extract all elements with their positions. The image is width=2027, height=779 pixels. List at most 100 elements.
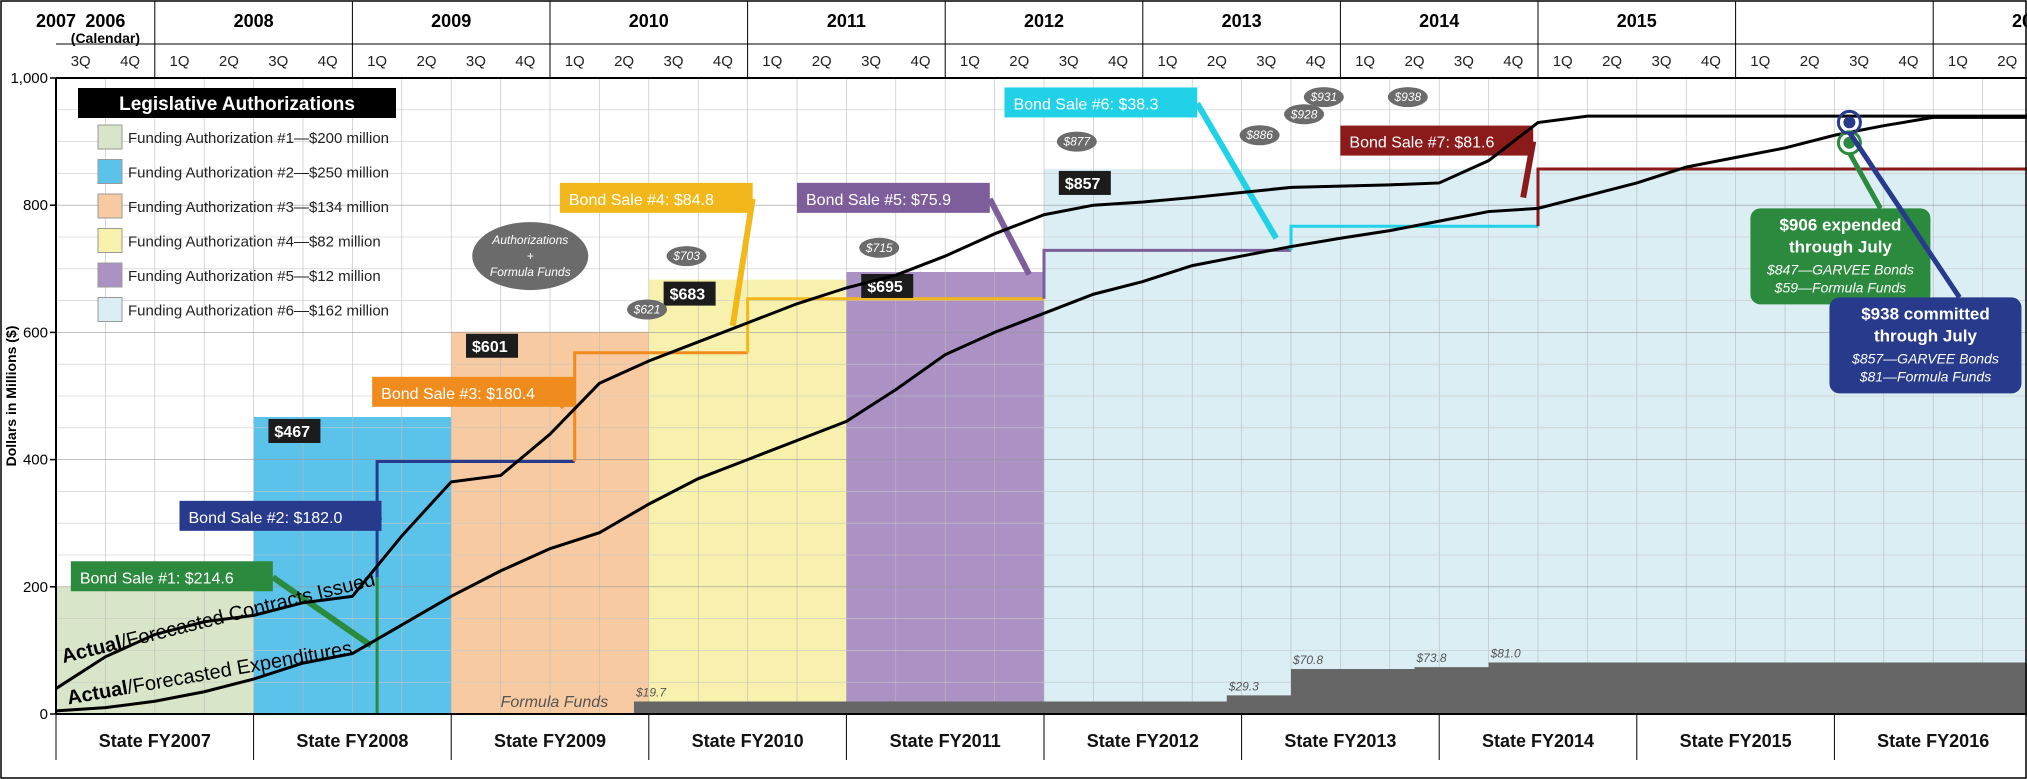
formula-funds-value: $19.7 <box>635 685 667 699</box>
formula-funds-value: $29.3 <box>1228 679 1259 693</box>
quarter-label: 2Q <box>1602 53 1622 70</box>
quarter-label: 2Q <box>219 53 239 70</box>
bond-sale-label-6: Bond Sale #6: $38.3 <box>1004 87 1279 240</box>
quarter-label: 1Q <box>565 53 585 70</box>
bond-sale-box <box>797 182 990 213</box>
bond-sale-line-3 <box>573 351 748 462</box>
legend-swatch <box>97 124 123 150</box>
quarter-label: 1Q <box>367 53 387 70</box>
quarter-label: 3Q <box>861 53 881 70</box>
callout-sub: $857—GARVEE Bonds <box>1851 350 1999 366</box>
quarter-label: 2Q <box>812 53 832 70</box>
quarter-label: 1Q <box>960 53 980 70</box>
year-label: 2008 <box>234 11 274 31</box>
year-label: 2007 <box>36 11 76 31</box>
quarter-label: 1Q <box>1948 53 1968 70</box>
level-oval-text: $931 <box>1309 90 1337 104</box>
level-label-text: $695 <box>867 279 903 296</box>
year-label: 2013 <box>1222 11 1262 31</box>
oval-note-shape <box>472 222 589 291</box>
callout-box <box>1750 208 1931 305</box>
y-tick-label: 400 <box>23 452 48 469</box>
quarter-label: 4Q <box>120 53 140 70</box>
legend-item-label: Funding Authorization #6—$162 million <box>128 303 389 320</box>
y-tick-label: 800 <box>23 197 48 214</box>
year-label: 2015 <box>1617 11 1657 31</box>
formula-funds-label: Formula Funds <box>501 694 609 711</box>
level-label-box <box>663 281 716 306</box>
series-line-2 <box>55 115 2027 713</box>
callout-2: $938 committed through July $857—GARVEE Bo… <box>1829 109 2022 394</box>
level-oval: $703 <box>666 246 707 267</box>
level-oval-text: $877 <box>1062 135 1091 149</box>
bond-sale-pointer <box>271 574 373 649</box>
quarter-label: 3Q <box>466 53 486 70</box>
bond-sale-line-4 <box>746 297 1044 353</box>
level-label: $467 <box>268 418 321 443</box>
quarter-label: 4Q <box>713 53 733 70</box>
fiscal-year-label: State FY2015 <box>1680 731 1792 751</box>
header-bg <box>56 1 2027 78</box>
level-oval-text: $928 <box>1290 107 1318 121</box>
bond-sale-label-3: Bond Sale #3: $180.4 <box>372 376 577 410</box>
quarter-label: 3Q <box>71 53 91 70</box>
quarter-label: 1Q <box>1553 53 1573 70</box>
level-label-text: $683 <box>670 287 706 304</box>
formula-funds-value: $81.0 <box>1490 646 1521 660</box>
legend-item-label: Funding Authorization #2—$250 million <box>128 165 389 182</box>
level-label-box <box>466 333 519 358</box>
quarter-label: 3Q <box>663 53 683 70</box>
quarter-label: 4Q <box>1701 53 1721 70</box>
fiscal-year-label: State FY2013 <box>1284 731 1396 751</box>
bond-sale-text: Bond Sale #7: $81.6 <box>1349 135 1494 152</box>
quarter-label: 1Q <box>169 53 189 70</box>
level-oval-text: $938 <box>1393 90 1421 104</box>
callout-title: $906 expended <box>1779 215 1901 234</box>
bond-sale-box <box>559 182 753 213</box>
year-label: 2011 <box>827 11 866 31</box>
legend: Legislative Authorizations Funding Author… <box>78 88 396 322</box>
bond-sale-text: Bond Sale #1: $214.6 <box>80 570 234 587</box>
level-oval-shape <box>666 246 707 267</box>
quarter-label: 2Q <box>1404 53 1424 70</box>
quarter-label: 4Q <box>1306 53 1326 70</box>
formula-funds-area <box>633 662 2027 714</box>
year-label: 2006 <box>85 11 125 31</box>
bond-sale-text: Bond Sale #3: $180.4 <box>381 386 535 403</box>
quarter-label: 1Q <box>762 53 782 70</box>
y-tick-label: 0 <box>40 706 48 723</box>
bond-sale-label-1: Bond Sale #1: $214.6 <box>70 561 373 649</box>
quarter-label: 2Q <box>416 53 436 70</box>
quarter-label: 2Q <box>1207 53 1227 70</box>
level-oval: $877 <box>1056 131 1097 152</box>
y-tick-label: 600 <box>23 324 48 341</box>
level-label-text: $467 <box>274 424 310 441</box>
bond-sale-pointer <box>987 197 1032 276</box>
bond-sale-line-2 <box>375 460 575 578</box>
level-label: $857 <box>1058 170 1111 195</box>
legend-title: Legislative Authorizations <box>119 94 355 115</box>
level-oval-shape <box>1239 125 1280 146</box>
level-label-text: $601 <box>472 339 508 356</box>
fiscal-year-label: State FY2010 <box>692 731 804 751</box>
quarter-label: 3Q <box>1256 53 1276 70</box>
fiscal-year-label: State FY2008 <box>296 731 408 751</box>
bond-sale-label-5: Bond Sale #5: $75.9 <box>797 182 1032 276</box>
quarter-label: 3Q <box>1651 53 1671 70</box>
legend-swatch <box>97 193 123 219</box>
callout-sub: $847—GARVEE Bonds <box>1766 261 1914 277</box>
quarter-label: 2Q <box>1800 53 1820 70</box>
bond-sale-box <box>179 500 382 531</box>
callout-title: $938 committed <box>1861 304 1990 323</box>
callout-pointer <box>1847 131 1962 299</box>
quarter-label: 4Q <box>318 53 338 70</box>
level-oval-shape <box>859 237 900 258</box>
fiscal-year-label: State FY2007 <box>99 731 211 751</box>
bond-sale-line-6 <box>1289 224 1538 251</box>
year-label: 2014 <box>1419 11 1459 31</box>
formula-funds-value: $73.8 <box>1416 651 1447 665</box>
fiscal-year-label: State FY2009 <box>494 731 606 751</box>
calendar-label: (Calendar) <box>71 30 140 46</box>
level-oval-text: $715 <box>865 241 893 255</box>
